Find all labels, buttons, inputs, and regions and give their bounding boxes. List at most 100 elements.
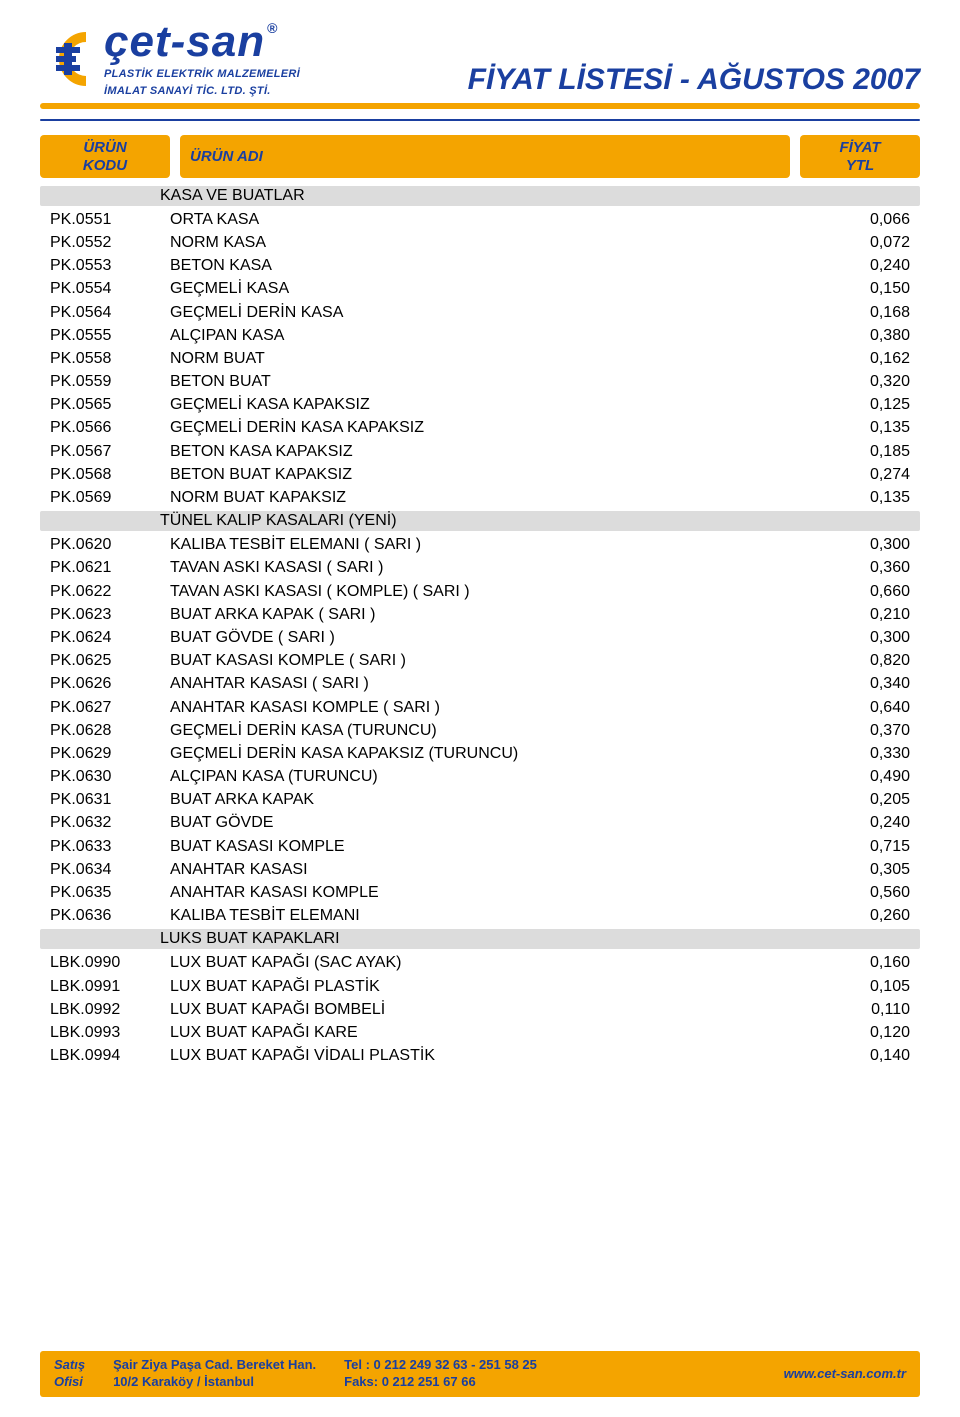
table-row: PK.0632BUAT GÖVDE0,240 bbox=[40, 811, 920, 834]
table-row: PK.0551ORTA KASA0,066 bbox=[40, 208, 920, 231]
cell-code: PK.0565 bbox=[50, 393, 170, 416]
cell-price: 0,240 bbox=[830, 254, 910, 277]
cell-price: 0,066 bbox=[830, 208, 910, 231]
cell-code: PK.0564 bbox=[50, 301, 170, 324]
brand-sub2: İMALAT SANAYİ TİC. LTD. ŞTİ. bbox=[104, 85, 300, 98]
cell-name: BETON KASA KAPAKSIZ bbox=[170, 440, 830, 463]
divider-blue bbox=[40, 119, 920, 121]
footer-tel-label: Tel bbox=[344, 1357, 362, 1372]
logo-icon bbox=[40, 31, 96, 87]
footer-web: www.cet-san.com.tr bbox=[770, 1351, 920, 1397]
table-row: PK.0621TAVAN ASKI KASASI ( SARI )0,360 bbox=[40, 556, 920, 579]
footer-address-l1: Şair Ziya Paşa Cad. Bereket Han. bbox=[113, 1357, 316, 1372]
cell-name: ANAHTAR KASASI KOMPLE ( SARI ) bbox=[170, 696, 830, 719]
cell-price: 0,140 bbox=[830, 1044, 910, 1067]
footer-fax-value: 0 212 251 67 66 bbox=[378, 1374, 476, 1389]
cell-name: ANAHTAR KASASI KOMPLE bbox=[170, 881, 830, 904]
cell-name: NORM BUAT bbox=[170, 347, 830, 370]
cell-code: LBK.0992 bbox=[50, 998, 170, 1021]
brand-name: çet-san bbox=[104, 17, 265, 66]
table-row: PK.0626ANAHTAR KASASI ( SARI )0,340 bbox=[40, 672, 920, 695]
footer-phone: Tel : 0 212 249 32 63 - 251 58 25 Faks: … bbox=[330, 1351, 551, 1397]
footer-office-l1: Satış bbox=[54, 1357, 85, 1374]
cell-code: PK.0623 bbox=[50, 603, 170, 626]
col-code-l1: ÜRÜN bbox=[50, 139, 160, 156]
cell-name: GEÇMELİ DERİN KASA KAPAKSIZ bbox=[170, 416, 830, 439]
table-row: PK.0633BUAT KASASI KOMPLE0,715 bbox=[40, 835, 920, 858]
table-row: PK.0622TAVAN ASKI KASASI ( KOMPLE) ( SAR… bbox=[40, 580, 920, 603]
table-row: PK.0636KALIBA TESBİT ELEMANI0,260 bbox=[40, 904, 920, 927]
cell-code: PK.0629 bbox=[50, 742, 170, 765]
cell-name: BETON BUAT bbox=[170, 370, 830, 393]
table-row: PK.0552NORM KASA0,072 bbox=[40, 231, 920, 254]
cell-code: PK.0555 bbox=[50, 324, 170, 347]
cell-name: BUAT ARKA KAPAK bbox=[170, 788, 830, 811]
cell-name: BETON BUAT KAPAKSIZ bbox=[170, 463, 830, 486]
col-code-l2: KODU bbox=[50, 157, 160, 174]
cell-price: 0,110 bbox=[830, 998, 910, 1021]
cell-price: 0,185 bbox=[830, 440, 910, 463]
table-row: PK.0629GEÇMELİ DERİN KASA KAPAKSIZ (TURU… bbox=[40, 742, 920, 765]
cell-name: GEÇMELİ DERİN KASA KAPAKSIZ (TURUNCU) bbox=[170, 742, 830, 765]
cell-price: 0,072 bbox=[830, 231, 910, 254]
cell-name: GEÇMELİ DERİN KASA bbox=[170, 301, 830, 324]
table-row: PK.0628GEÇMELİ DERİN KASA (TURUNCU)0,370 bbox=[40, 719, 920, 742]
cell-price: 0,360 bbox=[830, 556, 910, 579]
cell-name: BUAT GÖVDE ( SARI ) bbox=[170, 626, 830, 649]
table-row: LBK.0992LUX BUAT KAPAĞI BOMBELİ0,110 bbox=[40, 998, 920, 1021]
cell-price: 0,120 bbox=[830, 1021, 910, 1044]
cell-code: PK.0634 bbox=[50, 858, 170, 881]
cell-code: PK.0566 bbox=[50, 416, 170, 439]
table-row: PK.0555ALÇIPAN KASA0,380 bbox=[40, 324, 920, 347]
table-row: PK.0625BUAT KASASI KOMPLE ( SARI )0,820 bbox=[40, 649, 920, 672]
cell-code: PK.0631 bbox=[50, 788, 170, 811]
table-row: PK.0554GEÇMELİ KASA0,150 bbox=[40, 277, 920, 300]
page: çet-san® PLASTİK ELEKTRİK MALZEMELERİ İM… bbox=[0, 0, 960, 1417]
col-price-l1: FİYAT bbox=[810, 139, 910, 156]
table-row: PK.0630ALÇIPAN KASA (TURUNCU)0,490 bbox=[40, 765, 920, 788]
footer: Satış Ofisi Şair Ziya Paşa Cad. Bereket … bbox=[40, 1351, 920, 1397]
cell-price: 0,135 bbox=[830, 486, 910, 509]
footer-office-l2: Ofisi bbox=[54, 1374, 85, 1391]
table-row: PK.0634ANAHTAR KASASI0,305 bbox=[40, 858, 920, 881]
cell-code: PK.0569 bbox=[50, 486, 170, 509]
footer-address: Şair Ziya Paşa Cad. Bereket Han. 10/2 Ka… bbox=[99, 1351, 330, 1397]
cell-price: 0,168 bbox=[830, 301, 910, 324]
cell-code: PK.0627 bbox=[50, 696, 170, 719]
cell-price: 0,300 bbox=[830, 626, 910, 649]
col-price: FİYAT YTL bbox=[800, 135, 920, 178]
table-row: PK.0627ANAHTAR KASASI KOMPLE ( SARI )0,6… bbox=[40, 696, 920, 719]
table-row: PK.0559BETON BUAT0,320 bbox=[40, 370, 920, 393]
footer-bar: Satış Ofisi Şair Ziya Paşa Cad. Bereket … bbox=[40, 1351, 920, 1397]
cell-name: BUAT ARKA KAPAK ( SARI ) bbox=[170, 603, 830, 626]
divider-orange bbox=[40, 103, 920, 109]
cell-price: 0,160 bbox=[830, 951, 910, 974]
cell-price: 0,340 bbox=[830, 672, 910, 695]
cell-name: LUX BUAT KAPAĞI BOMBELİ bbox=[170, 998, 830, 1021]
cell-name: NORM BUAT KAPAKSIZ bbox=[170, 486, 830, 509]
cell-code: LBK.0993 bbox=[50, 1021, 170, 1044]
table-row: PK.0631BUAT ARKA KAPAK0,205 bbox=[40, 788, 920, 811]
footer-office: Satış Ofisi bbox=[40, 1351, 99, 1397]
cell-code: PK.0621 bbox=[50, 556, 170, 579]
cell-code: PK.0620 bbox=[50, 533, 170, 556]
cell-name: BUAT GÖVDE bbox=[170, 811, 830, 834]
table-row: PK.0567BETON KASA KAPAKSIZ0,185 bbox=[40, 440, 920, 463]
col-code: ÜRÜN KODU bbox=[40, 135, 170, 178]
cell-price: 0,330 bbox=[830, 742, 910, 765]
cell-name: BUAT KASASI KOMPLE ( SARI ) bbox=[170, 649, 830, 672]
cell-name: LUX BUAT KAPAĞI VİDALI PLASTİK bbox=[170, 1044, 830, 1067]
cell-name: LUX BUAT KAPAĞI (SAC AYAK) bbox=[170, 951, 830, 974]
footer-fax-label: Faks: bbox=[344, 1374, 378, 1389]
cell-code: LBK.0994 bbox=[50, 1044, 170, 1067]
col-price-l2: YTL bbox=[810, 157, 910, 174]
cell-name: TAVAN ASKI KASASI ( SARI ) bbox=[170, 556, 830, 579]
table-row: LBK.0994LUX BUAT KAPAĞI VİDALI PLASTİK0,… bbox=[40, 1044, 920, 1067]
footer-address-l2: 10/2 Karaköy / İstanbul bbox=[113, 1374, 254, 1389]
cell-name: ALÇIPAN KASA bbox=[170, 324, 830, 347]
cell-code: PK.0551 bbox=[50, 208, 170, 231]
cell-name: GEÇMELİ DERİN KASA (TURUNCU) bbox=[170, 719, 830, 742]
cell-price: 0,305 bbox=[830, 858, 910, 881]
cell-price: 0,125 bbox=[830, 393, 910, 416]
cell-price: 0,300 bbox=[830, 533, 910, 556]
